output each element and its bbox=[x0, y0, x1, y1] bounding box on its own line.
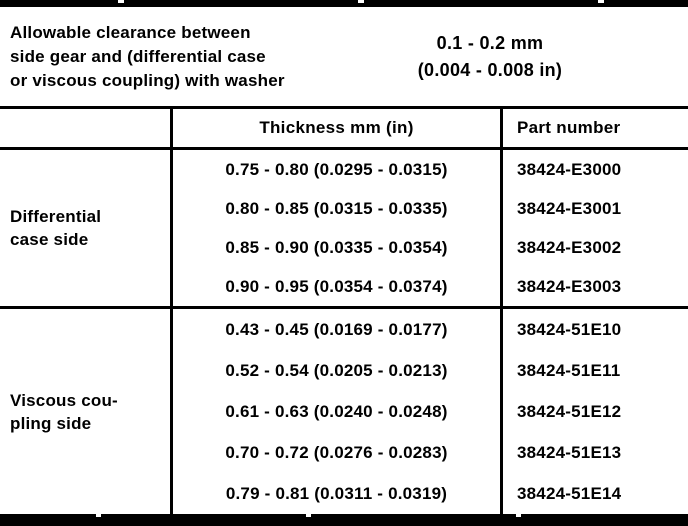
table-bottom-border bbox=[0, 514, 688, 526]
clearance-spec-row: Allowable clearance between side gear and… bbox=[0, 7, 688, 106]
clearance-value-mm: 0.1 - 0.2 mm bbox=[436, 32, 544, 53]
clearance-label: Allowable clearance between side gear and… bbox=[10, 22, 285, 90]
part-number-cell: 38424-51E10 bbox=[500, 309, 688, 350]
section-differential-case-side: Differential case side 0.75 - 0.80 (0.029… bbox=[0, 150, 688, 306]
thickness-cell: 0.79 - 0.81 (0.0311 - 0.0319) bbox=[170, 473, 500, 514]
section-divider-rule bbox=[0, 306, 688, 309]
rows-differential: 0.75 - 0.80 (0.0295 - 0.0315) 38424-E300… bbox=[170, 150, 688, 306]
table-row: 0.80 - 0.85 (0.0315 - 0.0335) 38424-E300… bbox=[170, 189, 688, 228]
section-viscous-coupling-side: Viscous cou-pling side 0.43 - 0.45 (0.01… bbox=[0, 309, 688, 514]
table-row: 0.75 - 0.80 (0.0295 - 0.0315) 38424-E300… bbox=[170, 150, 688, 189]
part-number-cell: 38424-51E13 bbox=[500, 432, 688, 473]
thickness-cell: 0.90 - 0.95 (0.0354 - 0.0374) bbox=[170, 267, 500, 306]
table-row: 0.61 - 0.63 (0.0240 - 0.0248) 38424-51E1… bbox=[170, 391, 688, 432]
clearance-value: 0.1 - 0.2 mm (0.004 - 0.008 in) bbox=[292, 30, 688, 84]
part-number-cell: 38424-51E14 bbox=[500, 473, 688, 514]
header-top-rule bbox=[0, 106, 688, 109]
part-number-cell: 38424-E3002 bbox=[500, 228, 688, 267]
section-label-viscous: Viscous cou-pling side bbox=[10, 390, 118, 433]
header-part-number: Part number bbox=[500, 109, 688, 147]
table-row: 0.90 - 0.95 (0.0354 - 0.0374) 38424-E300… bbox=[170, 267, 688, 306]
table-top-border bbox=[0, 0, 688, 7]
thickness-cell: 0.52 - 0.54 (0.0205 - 0.0213) bbox=[170, 350, 500, 391]
header-bottom-rule bbox=[0, 147, 688, 150]
clearance-value-in: (0.004 - 0.008 in) bbox=[417, 59, 563, 80]
table-row: 0.79 - 0.81 (0.0311 - 0.0319) 38424-51E1… bbox=[170, 473, 688, 514]
table-row: 0.85 - 0.90 (0.0335 - 0.0354) 38424-E300… bbox=[170, 228, 688, 267]
thickness-cell: 0.75 - 0.80 (0.0295 - 0.0315) bbox=[170, 150, 500, 189]
table-row: 0.70 - 0.72 (0.0276 - 0.0283) 38424-51E1… bbox=[170, 432, 688, 473]
thickness-cell: 0.43 - 0.45 (0.0169 - 0.0177) bbox=[170, 309, 500, 350]
section-label-differential: Differential case side bbox=[10, 207, 102, 249]
part-number-cell: 38424-51E12 bbox=[500, 391, 688, 432]
part-number-cell: 38424-E3001 bbox=[500, 189, 688, 228]
part-number-cell: 38424-51E11 bbox=[500, 350, 688, 391]
table-row: 0.43 - 0.45 (0.0169 - 0.0177) 38424-51E1… bbox=[170, 309, 688, 350]
part-number-cell: 38424-E3000 bbox=[500, 150, 688, 189]
thickness-cell: 0.70 - 0.72 (0.0276 - 0.0283) bbox=[170, 432, 500, 473]
table-header-row: Thickness mm (in) Part number bbox=[0, 109, 688, 147]
thickness-cell: 0.85 - 0.90 (0.0335 - 0.0354) bbox=[170, 228, 500, 267]
header-spacer-cell bbox=[0, 109, 170, 147]
rows-viscous: 0.43 - 0.45 (0.0169 - 0.0177) 38424-51E1… bbox=[170, 309, 688, 514]
thickness-cell: 0.61 - 0.63 (0.0240 - 0.0248) bbox=[170, 391, 500, 432]
part-number-cell: 38424-E3003 bbox=[500, 267, 688, 306]
thickness-cell: 0.80 - 0.85 (0.0315 - 0.0335) bbox=[170, 189, 500, 228]
header-thickness: Thickness mm (in) bbox=[170, 109, 500, 147]
table-row: 0.52 - 0.54 (0.0205 - 0.0213) 38424-51E1… bbox=[170, 350, 688, 391]
